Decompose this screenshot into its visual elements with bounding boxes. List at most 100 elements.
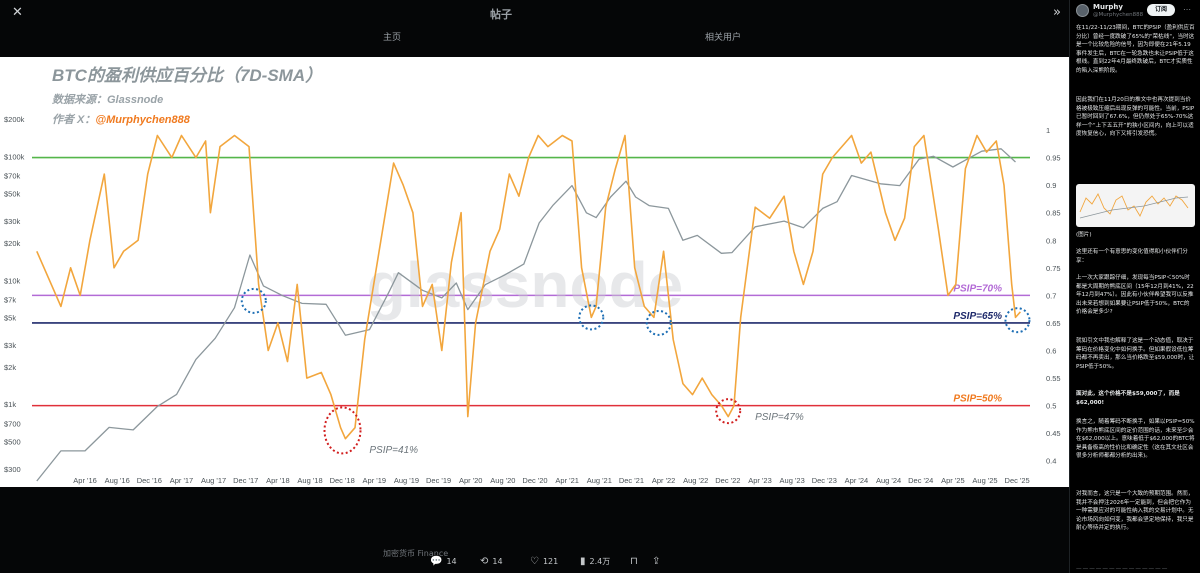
y-left-tick-label: $7k — [4, 295, 16, 304]
psip-annotation: PSIP=47% — [755, 412, 804, 423]
repost-button[interactable]: ⟲ 14 — [480, 556, 503, 567]
like-button[interactable]: ♡ 121 — [530, 556, 558, 567]
highlight-circle — [323, 406, 362, 455]
x-tick-label: Dec '19 — [426, 476, 451, 485]
x-tick-label: Apr '18 — [266, 476, 290, 485]
y-left-tick-label: $3k — [4, 341, 16, 350]
reference-lines: PSIP=70% PSIP=65% PSIP=50% — [32, 156, 1030, 407]
y-right-tick-label: 0.55 — [1046, 374, 1061, 383]
bookmark-button[interactable]: ⊓ — [630, 556, 638, 567]
x-tick-label: Dec '17 — [233, 476, 258, 485]
y-left-tick-label: $5k — [4, 314, 16, 323]
like-count: 121 — [542, 557, 559, 566]
x-tick-label: Aug '25 — [972, 476, 997, 485]
highlight-circles — [240, 287, 1031, 455]
author-handle[interactable]: @Murphychen888 — [1093, 12, 1144, 18]
y-left-tick-label: $30k — [4, 217, 21, 226]
y-left-tick-label: $200k — [4, 115, 25, 124]
x-tick-label: Apr '23 — [748, 476, 772, 485]
x-tick-label: Aug '17 — [201, 476, 226, 485]
close-icon[interactable]: ✕ — [12, 5, 23, 20]
x-tick-label: Dec '25 — [1005, 476, 1030, 485]
author-name[interactable]: Murphy — [1093, 3, 1123, 11]
subscribe-button[interactable]: 订阅 — [1147, 4, 1175, 16]
bg-bottom-item: 加密货币 Finance — [383, 549, 449, 558]
highlight-circle — [645, 309, 672, 336]
x-tick-label: Aug '24 — [876, 476, 901, 485]
reply-button[interactable]: 💬 14 — [430, 556, 457, 567]
x-tick-label: Dec '23 — [812, 476, 837, 485]
series-lines — [36, 134, 1021, 482]
y-left-tick-label: $10k — [4, 276, 21, 285]
x-tick-label: Aug '16 — [105, 476, 130, 485]
x-tick-label: Apr '19 — [363, 476, 387, 485]
chart-source: 数据来源：Glassnode — [52, 93, 163, 106]
highlight-circle — [240, 287, 267, 314]
x-tick-label: Aug '23 — [780, 476, 805, 485]
thread-panel: Murphy @Murphychen888 订阅 ⋯ 在11/22-11/23期… — [1069, 0, 1200, 573]
y-right-tick-label: 0.85 — [1046, 209, 1061, 218]
collapse-panel-icon[interactable]: » — [1053, 5, 1061, 20]
reference-line-label: PSIP=50% — [953, 394, 1002, 405]
thread-paragraph: 对我而言，这只是一个大致的预期范围。然而，我并不会押注2026年一定能到，但会把… — [1076, 491, 1194, 532]
y-left-tick-label: $100k — [4, 152, 25, 161]
x-tick-label: Apr '24 — [845, 476, 869, 485]
y-left-tick-label: $2k — [4, 363, 16, 372]
x-tick-label: Aug '21 — [587, 476, 612, 485]
x-tick-label: Apr '22 — [652, 476, 676, 485]
view-count: 2.4万 — [589, 557, 611, 566]
engagement-bar: 💬 14 ⟲ 14 ♡ 121 ▮ 2.4万 ⊓ ⇪ — [430, 556, 1060, 570]
y-axis-labels: $200k $100k $70k $50k $30k $20k $10k $7k $5k $3k $… — [4, 115, 1061, 474]
thread-paragraph: 换言之，随着筹码不断换手，如果以PSIP=50%作为熊市熊底区间的定价范围的话，… — [1076, 419, 1195, 460]
reply-icon: 💬 — [430, 556, 443, 567]
heart-icon: ♡ — [530, 556, 539, 567]
reference-line-label: PSIP=70% — [953, 283, 1002, 294]
x-tick-label: Aug '22 — [683, 476, 708, 485]
bg-related-users: 相关用户 — [705, 33, 742, 43]
y-right-tick-label: 0.5 — [1046, 402, 1056, 411]
share-button[interactable]: ⇪ — [652, 556, 660, 567]
highlight-circle — [578, 304, 605, 331]
embedded-chart-thumbnail[interactable] — [1076, 184, 1195, 227]
x-tick-label: Dec '22 — [715, 476, 740, 485]
x-tick-label: Dec '16 — [137, 476, 162, 485]
reference-line-label: PSIP=65% — [953, 311, 1002, 322]
y-right-tick-label: 1 — [1046, 126, 1050, 135]
chart-author: 作者 X：@Murphychen888 — [52, 113, 191, 126]
x-tick-label: Dec '20 — [522, 476, 547, 485]
more-options-icon[interactable]: ⋯ — [1183, 5, 1191, 14]
bg-home-link: 主页 — [383, 33, 402, 43]
x-tick-label: Apr '16 — [73, 476, 97, 485]
x-tick-label: Aug '20 — [490, 476, 515, 485]
thread-paragraph: 这里还有一个有意思的变化值得和小伙伴们分享： — [1076, 249, 1188, 264]
chart-text: PSIP=41% PSIP=47% BTC的盈利供应百分比（7D-SMA） 数据来源：… — [52, 66, 804, 456]
y-right-tick-label: 0.4 — [1046, 457, 1056, 466]
x-tick-label: Dec '21 — [619, 476, 644, 485]
y-left-tick-label: $300 — [4, 465, 21, 474]
highlight-circle — [1004, 307, 1031, 334]
thread-paragraph-bold: 面对此，这个价格不是$59,000了，而是$62,000! — [1076, 391, 1180, 406]
avatar[interactable] — [1076, 4, 1089, 17]
y-left-tick-label: $500 — [4, 438, 21, 447]
price-line — [36, 148, 1016, 482]
thumbnail-chart — [1079, 193, 1189, 219]
psip-annotation: PSIP=41% — [369, 445, 418, 456]
x-tick-label: Dec '24 — [908, 476, 933, 485]
psip-line — [36, 134, 1021, 440]
thumbnail-caption: (图片) — [1076, 232, 1092, 238]
thread-paragraph: 上一次大家跟踪仔细，发现每当PSIP＜50%时都是大周期的熊底区间（15年12月… — [1076, 275, 1194, 316]
thread-paragraph: 因此我们在11月20日的推文中也再次提到当价格被极致压缩后出现反弹的可能性。当前… — [1076, 97, 1195, 138]
y-right-tick-label: 0.65 — [1046, 319, 1061, 328]
x-tick-label: Apr '17 — [170, 476, 194, 485]
x-tick-label: Aug '18 — [297, 476, 322, 485]
y-right-tick-label: 0.7 — [1046, 291, 1056, 300]
thread-paragraph: 就如引文中我也解释了这是一个动态值，取决于筹码在价格变化中如何换手。但如果假设低… — [1076, 338, 1195, 370]
y-left-tick-label: $20k — [4, 239, 21, 248]
views-icon: ▮ — [580, 556, 586, 567]
thread-separator: —————————————— — [1076, 566, 1169, 572]
views-button[interactable]: ▮ 2.4万 — [580, 556, 610, 567]
y-left-tick-label: $700 — [4, 419, 21, 428]
chart-image: PSIP=70% PSIP=65% PSIP=50% glassnode $200k… — [0, 57, 1069, 487]
x-tick-label: Aug '19 — [394, 476, 419, 485]
